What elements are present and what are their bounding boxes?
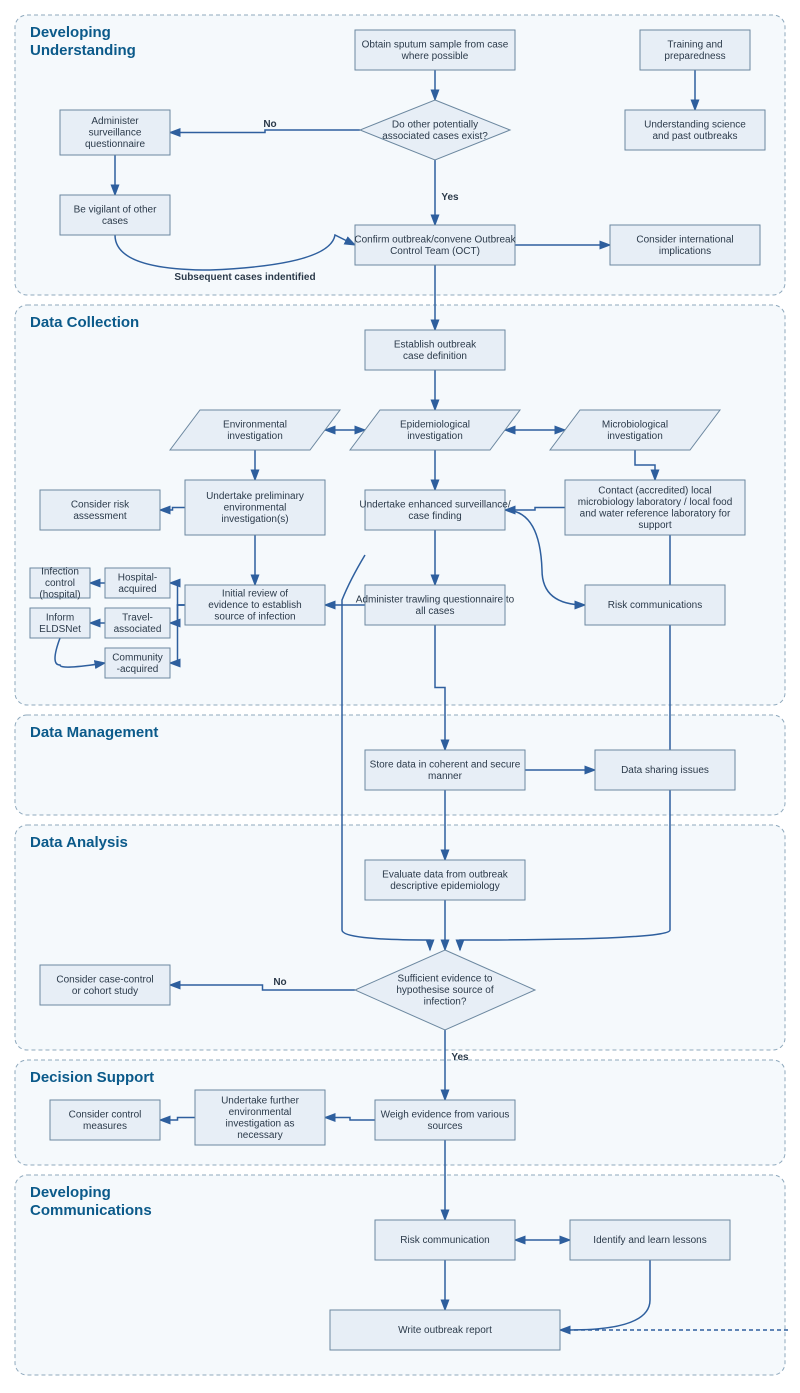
svg-text:Consider risk: Consider risk	[71, 499, 130, 510]
svg-text:sources: sources	[427, 1121, 462, 1132]
svg-text:investigation as: investigation as	[226, 1118, 295, 1129]
svg-text:Undertake preliminary: Undertake preliminary	[206, 491, 304, 502]
svg-text:case finding: case finding	[408, 511, 461, 522]
svg-text:Weigh evidence from various: Weigh evidence from various	[381, 1109, 510, 1120]
svg-text:Undertake enhanced surveillanc: Undertake enhanced surveillance/	[359, 499, 510, 510]
svg-text:Epidemiological: Epidemiological	[400, 419, 470, 430]
svg-text:Data sharing issues: Data sharing issues	[621, 765, 709, 776]
svg-text:where possible: where possible	[401, 51, 469, 62]
svg-text:manner: manner	[428, 771, 463, 782]
svg-text:Yes: Yes	[441, 192, 459, 203]
svg-text:and past outbreaks: and past outbreaks	[652, 131, 737, 142]
svg-text:investigation: investigation	[227, 431, 283, 442]
svg-text:implications: implications	[659, 246, 711, 257]
svg-text:Decision Support: Decision Support	[30, 1069, 154, 1086]
svg-text:ELDSNet: ELDSNet	[39, 624, 81, 635]
svg-text:Administer trawling questionna: Administer trawling questionnaire to	[356, 594, 515, 605]
svg-text:all cases: all cases	[416, 606, 455, 617]
svg-text:Do other potentially: Do other potentially	[392, 119, 478, 130]
svg-text:and water reference laboratory: and water reference laboratory for	[580, 508, 731, 519]
svg-text:evidence to establish: evidence to establish	[208, 600, 301, 611]
svg-text:surveillance: surveillance	[89, 128, 142, 139]
svg-text:measures: measures	[83, 1121, 127, 1132]
svg-text:source of infection: source of infection	[214, 612, 295, 623]
svg-text:associated cases exist?: associated cases exist?	[382, 131, 488, 142]
svg-text:cases: cases	[102, 216, 128, 227]
svg-text:infection?: infection?	[424, 997, 467, 1008]
svg-text:(hospital): (hospital)	[39, 590, 80, 601]
svg-text:Consider international: Consider international	[636, 234, 733, 245]
svg-text:Identify and learn lessons: Identify and learn lessons	[593, 1235, 706, 1246]
svg-text:case definition: case definition	[403, 351, 467, 362]
svg-text:Data Collection: Data Collection	[30, 314, 139, 331]
svg-text:Data Analysis: Data Analysis	[30, 834, 128, 851]
svg-text:Establish outbreak: Establish outbreak	[394, 339, 477, 350]
svg-text:Risk communications: Risk communications	[608, 600, 702, 611]
svg-text:No: No	[263, 119, 276, 130]
svg-text:Store data in coherent and sec: Store data in coherent and secure	[370, 759, 521, 770]
svg-text:Community: Community	[112, 652, 163, 663]
svg-text:Consider control: Consider control	[69, 1109, 142, 1120]
svg-text:assessment: assessment	[73, 511, 127, 522]
svg-text:investigation(s): investigation(s)	[221, 514, 288, 525]
svg-text:acquired: acquired	[118, 584, 156, 595]
svg-text:or cohort study: or cohort study	[72, 986, 138, 997]
svg-text:-acquired: -acquired	[117, 664, 159, 675]
svg-text:questionnaire: questionnaire	[85, 139, 145, 150]
svg-text:Communications: Communications	[30, 1202, 152, 1219]
svg-text:Risk communication: Risk communication	[400, 1235, 489, 1246]
svg-text:Consider case-control: Consider case-control	[56, 974, 153, 985]
svg-text:Training and: Training and	[667, 39, 722, 50]
svg-text:Data Management: Data Management	[30, 724, 158, 741]
svg-text:Sufficient evidence to: Sufficient evidence to	[398, 974, 493, 985]
svg-text:Control Team (OCT): Control Team (OCT)	[390, 246, 480, 257]
svg-text:environmental: environmental	[229, 1107, 292, 1118]
svg-text:Write outbreak report: Write outbreak report	[398, 1325, 492, 1336]
svg-text:Subsequent cases indentified: Subsequent cases indentified	[174, 272, 315, 283]
svg-text:preparedness: preparedness	[664, 51, 725, 62]
svg-text:Hospital-: Hospital-	[118, 572, 157, 583]
svg-text:Undertake further: Undertake further	[221, 1095, 299, 1106]
svg-text:Evaluate data from outbreak: Evaluate data from outbreak	[382, 869, 509, 880]
svg-text:investigation: investigation	[607, 431, 663, 442]
svg-text:Understanding: Understanding	[30, 42, 136, 59]
svg-text:control: control	[45, 578, 75, 589]
svg-text:Developing: Developing	[30, 1184, 111, 1201]
svg-text:Developing: Developing	[30, 24, 111, 41]
svg-text:Initial review of: Initial review of	[222, 589, 288, 600]
svg-text:Microbiological: Microbiological	[602, 419, 668, 430]
svg-text:Be vigilant of other: Be vigilant of other	[74, 204, 157, 215]
svg-text:environmental: environmental	[224, 503, 287, 514]
svg-text:support: support	[638, 520, 672, 531]
svg-text:Inform: Inform	[46, 612, 74, 623]
svg-text:Understanding science: Understanding science	[644, 119, 746, 130]
svg-text:necessary: necessary	[237, 1130, 283, 1141]
svg-text:No: No	[273, 977, 286, 988]
svg-text:Yes: Yes	[451, 1052, 469, 1063]
svg-text:Environmental: Environmental	[223, 419, 287, 430]
svg-text:associated: associated	[114, 624, 162, 635]
svg-text:Obtain sputum sample from case: Obtain sputum sample from case	[362, 39, 509, 50]
svg-text:microbiology laboratory / loca: microbiology laboratory / local food	[578, 497, 733, 508]
svg-text:Infection: Infection	[41, 567, 79, 578]
svg-text:hypothesise source of: hypothesise source of	[396, 985, 494, 996]
svg-text:Travel-: Travel-	[122, 612, 153, 623]
svg-text:Administer: Administer	[91, 116, 139, 127]
svg-text:investigation: investigation	[407, 431, 463, 442]
svg-text:descriptive epidemiology: descriptive epidemiology	[390, 881, 500, 892]
svg-text:Confirm outbreak/convene Outbr: Confirm outbreak/convene Outbreak	[354, 234, 516, 245]
svg-text:Contact (accredited) local: Contact (accredited) local	[598, 485, 711, 496]
